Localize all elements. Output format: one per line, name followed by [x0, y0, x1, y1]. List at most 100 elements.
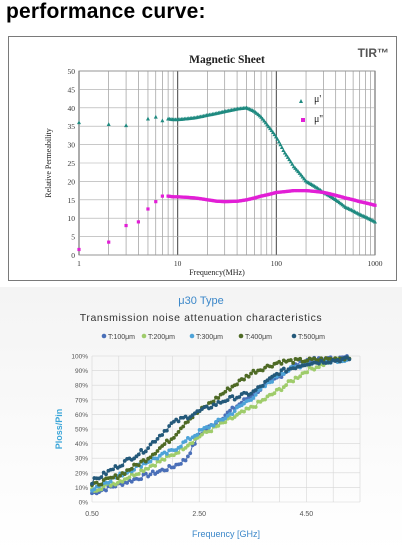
legend-label: T:300μm: [196, 334, 223, 341]
data-point: [178, 444, 183, 449]
y-tick-label: 90%: [75, 368, 88, 375]
data-point: [176, 419, 181, 424]
magnetic-sheet-chart-panel: 0 5 10 15 20 25 30 35 40 45 50 1 10 100 1000 Magnetic…: [8, 36, 397, 281]
legend-marker: [101, 333, 107, 339]
data-point: [77, 120, 81, 125]
data-point: [185, 454, 190, 459]
data-point: [288, 358, 293, 362]
data-point: [106, 122, 111, 126]
series-group: [77, 105, 377, 252]
data-point: [99, 475, 104, 479]
data-point: [183, 439, 188, 444]
data-point: [230, 394, 235, 399]
data-point: [107, 240, 111, 244]
x-tick-label: 1000: [368, 259, 383, 268]
data-point: [188, 451, 193, 456]
data-point: [214, 403, 218, 407]
data-point: [273, 134, 278, 139]
y-tick-label: 25: [68, 159, 76, 168]
data-point: [141, 469, 146, 474]
y-tick-label: 100%: [71, 354, 88, 361]
data-point: [276, 139, 281, 144]
y-tick-label: 30%: [75, 456, 88, 463]
data-point: [290, 162, 295, 166]
y-tick-label: 80%: [75, 383, 88, 390]
noise-attenuation-chart: μ30 Type Transmission noise attenuation …: [54, 295, 361, 539]
series-group: [90, 354, 352, 496]
data-point: [230, 412, 235, 417]
data-point: [214, 419, 218, 424]
data-point: [108, 483, 113, 488]
data-point: [235, 382, 239, 387]
data-point: [153, 463, 158, 468]
data-point: [120, 483, 125, 488]
data-point: [305, 358, 310, 363]
noise-attenuation-chart-panel: μ30 Type Transmission noise attenuation …: [0, 287, 402, 551]
data-point: [148, 442, 153, 447]
x-tick-label: 100: [271, 259, 283, 268]
data-point: [162, 442, 167, 446]
data-point: [146, 446, 151, 451]
series-t200m: [90, 355, 352, 493]
y-tick-label: 50: [68, 67, 76, 76]
data-point: [153, 439, 158, 444]
data-point: [92, 487, 97, 492]
data-point: [253, 405, 258, 409]
data-point: [288, 159, 293, 164]
data-point: [260, 383, 265, 388]
data-point: [167, 440, 172, 445]
data-point: [146, 466, 151, 471]
data-point: [185, 419, 190, 424]
data-point: [122, 472, 127, 476]
y-tick-label: 0: [71, 251, 75, 260]
data-point: [136, 472, 141, 476]
legend-label: T:400μm: [245, 334, 272, 341]
y-tick-label: 20: [68, 177, 76, 186]
data-point: [223, 389, 228, 394]
y-tick-label: 10%: [75, 485, 88, 492]
data-point: [263, 397, 267, 402]
data-point: [115, 476, 120, 481]
data-point: [278, 142, 283, 147]
data-point: [262, 118, 267, 123]
data-point: [225, 398, 230, 403]
data-point: [275, 137, 280, 141]
legend-marker-mu-double-prime: [301, 118, 305, 122]
y-tick-label: 30: [68, 141, 76, 150]
data-point: [347, 357, 352, 362]
data-point: [153, 451, 158, 456]
legend-marker-mu-prime: [299, 99, 303, 103]
data-point: [129, 466, 134, 471]
y-tick-label: 5: [71, 233, 75, 242]
legend-label: T:200μm: [148, 334, 175, 341]
data-point: [216, 423, 221, 428]
legend-label-mu-double-prime: μ'': [314, 114, 323, 125]
data-point: [155, 436, 160, 441]
y-tick-label: 45: [68, 85, 76, 94]
data-point: [279, 388, 284, 393]
data-point: [298, 374, 303, 379]
legend: T:100μm T:200μm T:300μm T:400μm T:500μm: [101, 333, 325, 341]
data-point: [104, 472, 108, 477]
data-point: [209, 405, 214, 410]
data-point: [269, 128, 274, 133]
x-axis-label: Frequency(MHz): [189, 268, 245, 277]
x-tick-label: 0.50: [85, 511, 99, 518]
data-point: [143, 449, 148, 454]
data-point: [211, 423, 216, 428]
legend-label-mu-prime: μ': [314, 94, 321, 105]
data-point: [160, 433, 165, 437]
data-point: [268, 126, 273, 131]
data-point: [153, 114, 158, 119]
data-point: [284, 152, 289, 157]
legend: μ' μ'': [299, 94, 323, 125]
data-point: [183, 458, 188, 463]
y-tick-label: 50%: [75, 427, 88, 434]
y-tick-labels: 0% 10% 20% 30% 40% 50% 60% 70% 80% 90% 100%: [71, 354, 88, 507]
legend-marker: [189, 333, 195, 339]
data-point: [136, 220, 141, 224]
data-point: [279, 145, 284, 150]
data-point: [316, 361, 321, 366]
data-point: [143, 459, 148, 464]
data-point: [228, 388, 232, 392]
